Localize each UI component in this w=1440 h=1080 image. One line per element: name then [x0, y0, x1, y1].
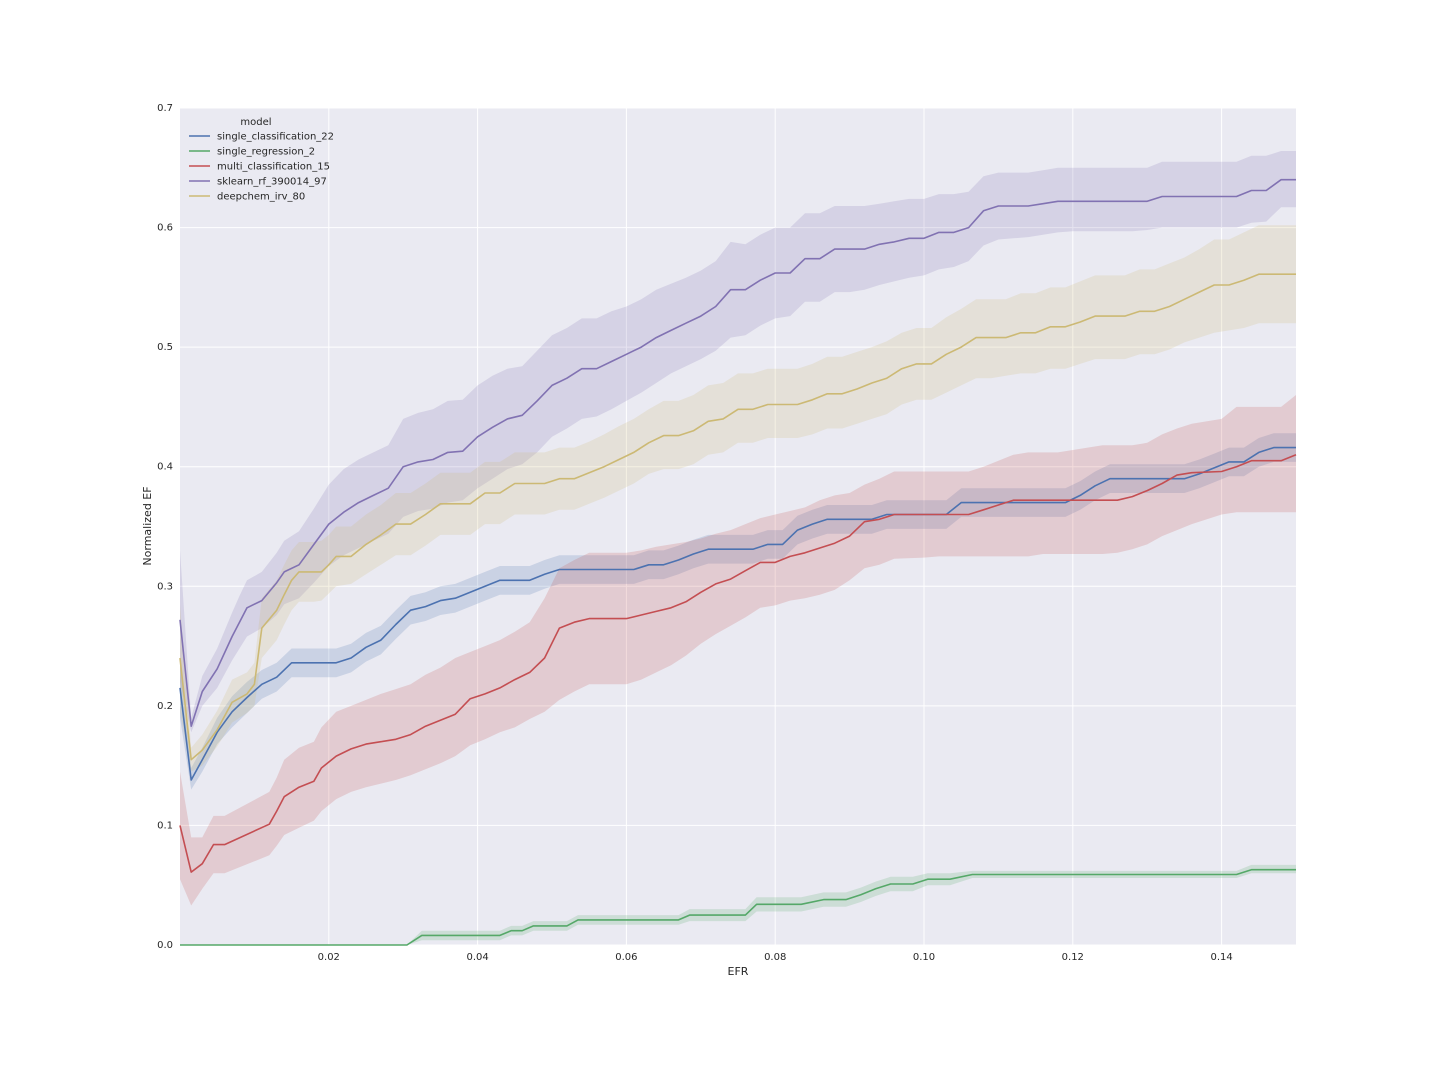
x-tick-label: 0.02: [318, 952, 340, 963]
y-tick-label: 0.4: [157, 462, 173, 473]
y-tick-label: 0.1: [157, 820, 173, 831]
confidence-band-single_regression_2: [180, 864, 1296, 945]
x-axis-label: EFR: [728, 965, 749, 978]
x-tick-label: 0.08: [764, 952, 786, 963]
y-tick-label: 0.3: [157, 581, 173, 592]
x-tick-label: 0.04: [466, 952, 488, 963]
series-line-deepchem_irv_80: [179, 273, 1296, 761]
x-tick-label: 0.12: [1062, 952, 1084, 963]
confidence-band-deepchem_irv_80: [180, 225, 1296, 772]
legend-entry: single_classification_22: [217, 132, 334, 143]
series-line-sklearn_rf_390014_97: [179, 178, 1296, 728]
legend-entry: sklearn_rf_390014_97: [217, 177, 327, 188]
y-tick-label: 0.7: [157, 103, 173, 114]
confidence-bands: [180, 151, 1296, 945]
legend-entry: multi_classification_15: [217, 162, 330, 173]
x-tick-label: 0.10: [913, 952, 935, 963]
series-line-single_classification_22: [179, 446, 1296, 781]
y-tick-label: 0.2: [157, 701, 173, 712]
x-tick-label: 0.14: [1210, 952, 1232, 963]
x-tick-label: 0.06: [615, 952, 637, 963]
confidence-band-single_classification_22: [180, 433, 1296, 790]
legend-entry: single_regression_2: [217, 147, 315, 158]
series-line-single_regression_2: [180, 868, 1296, 946]
y-tick-label: 0.5: [157, 342, 173, 353]
series-line-multi_classification_15: [179, 454, 1297, 873]
legend-entry: deepchem_irv_80: [217, 192, 305, 203]
plot-background: [180, 108, 1296, 945]
x-axis-ticks: 0.02 0.04 0.06 0.08 0.10 0.12 0.14: [318, 952, 1233, 963]
y-tick-label: 0.6: [157, 223, 173, 234]
legend: model single_classification_22 single_reg…: [189, 117, 334, 203]
legend-title: model: [240, 117, 271, 128]
confidence-band-sklearn_rf_390014_97: [180, 151, 1296, 733]
y-tick-label: 0.0: [157, 940, 173, 951]
confidence-band-multi_classification_15: [180, 395, 1296, 906]
y-axis-label: Normalized EF: [141, 486, 154, 565]
y-axis-ticks: 0.0 0.1 0.2 0.3 0.4 0.5 0.6 0.7: [157, 103, 173, 951]
series-lines: [179, 178, 1297, 946]
